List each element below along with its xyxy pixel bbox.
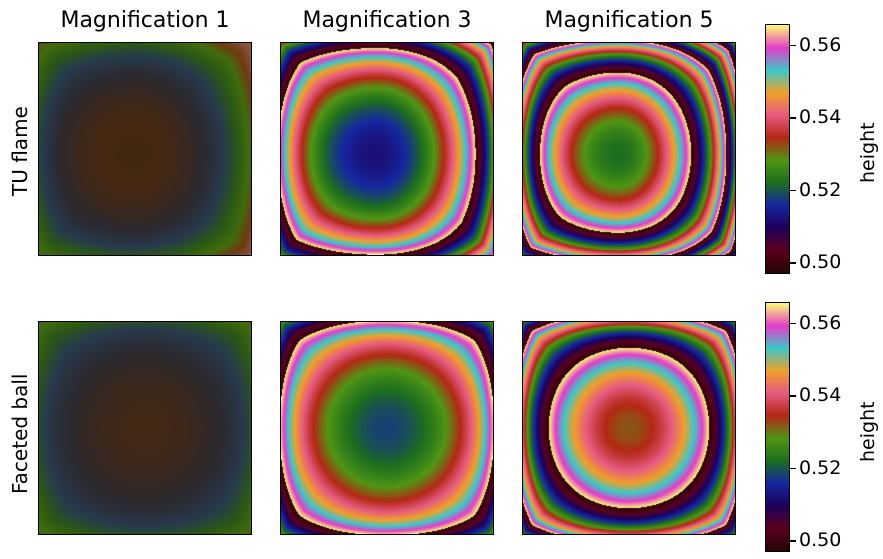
heatmap-canvas bbox=[39, 43, 251, 255]
heatmap-faceted-ball-mag-3 bbox=[280, 321, 494, 535]
colorbar-tick-label: 0.52 bbox=[799, 456, 842, 479]
colorbar-canvas bbox=[766, 303, 789, 551]
heatmap-faceted-ball-mag-1 bbox=[38, 321, 252, 535]
heatmap-canvas bbox=[281, 322, 493, 534]
row-label-faceted-ball: Faceted ball bbox=[8, 373, 32, 495]
colorbar-canvas bbox=[766, 25, 789, 273]
heatmap-faceted-ball-mag-5 bbox=[522, 321, 736, 535]
heatmap-canvas bbox=[39, 322, 251, 534]
colorbar-tick-mark bbox=[790, 540, 796, 542]
colorbar-top bbox=[765, 24, 790, 274]
colorbar-tick-label: 0.52 bbox=[799, 178, 842, 201]
colorbar-tick-mark bbox=[790, 189, 796, 192]
colorbar-tick-mark bbox=[790, 322, 796, 325]
colorbar-tick-label: 0.56 bbox=[799, 311, 842, 334]
colorbar-tick-label: 0.50 bbox=[799, 251, 842, 274]
colorbar-tick-label: 0.50 bbox=[799, 529, 842, 552]
colorbar-tick-mark bbox=[790, 262, 796, 264]
colorbar-tick-mark bbox=[790, 467, 796, 470]
heatmap-canvas bbox=[523, 322, 735, 534]
heatmap-canvas bbox=[281, 43, 493, 255]
colorbar-bottom bbox=[765, 302, 790, 552]
colorbar-tick-label: 0.56 bbox=[799, 33, 842, 56]
colorbar-tick-mark bbox=[790, 117, 796, 119]
colorbar-label-bottom: height bbox=[857, 401, 879, 462]
row-label-tu-flame: TU flame bbox=[8, 106, 32, 196]
column-title-magnification-1: Magnification 1 bbox=[60, 8, 230, 33]
colorbar-tick-label: 0.54 bbox=[799, 384, 842, 407]
column-title-magnification-3: Magnification 3 bbox=[302, 8, 472, 33]
column-title-magnification-5: Magnification 5 bbox=[544, 8, 714, 33]
heatmap-canvas bbox=[523, 43, 735, 255]
heatmap-tu-flame-mag-5 bbox=[522, 42, 736, 256]
colorbar-label-top: height bbox=[857, 122, 879, 183]
heatmap-tu-flame-mag-3 bbox=[280, 42, 494, 256]
colorbar-tick-mark bbox=[790, 395, 796, 397]
colorbar-tick-mark bbox=[790, 44, 796, 47]
colorbar-tick-label: 0.54 bbox=[799, 106, 842, 129]
heatmap-tu-flame-mag-1 bbox=[38, 42, 252, 256]
